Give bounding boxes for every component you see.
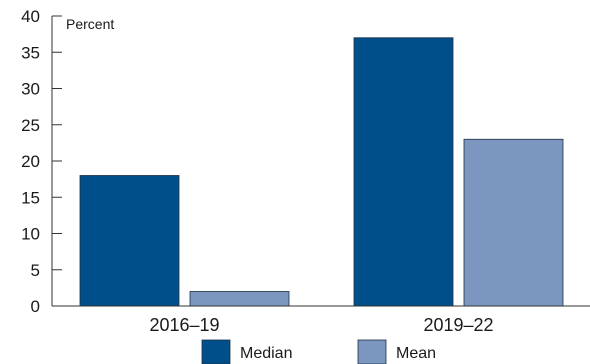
- bars: [79, 37, 564, 307]
- x-category-label: 2019–22: [423, 315, 493, 335]
- legend-label: Mean: [396, 345, 436, 362]
- x-category-label: 2016–19: [149, 315, 219, 335]
- y-tick-label: 40: [21, 7, 40, 26]
- legend-label: Median: [240, 345, 292, 362]
- bar-median-1: [79, 175, 180, 307]
- bar-median-2: [353, 37, 454, 307]
- y-tick-label: 10: [21, 225, 40, 244]
- legend-item-median: Median: [201, 339, 292, 364]
- y-tick-label: 5: [31, 261, 40, 280]
- legend-swatch: [357, 339, 387, 364]
- y-tick-label: 25: [21, 116, 40, 135]
- y-tick-label: 15: [21, 188, 40, 207]
- y-tick-label: 35: [21, 43, 40, 62]
- legend-swatch: [201, 339, 231, 364]
- y-tick-label: 30: [21, 80, 40, 99]
- bar-mean-2: [463, 138, 564, 307]
- y-tick-label: 0: [31, 297, 40, 316]
- bar-mean-1: [189, 291, 290, 307]
- y-axis-unit-label: Percent: [66, 16, 114, 32]
- x-axis-labels: 2016–19 2019–22: [149, 315, 493, 335]
- legend: Median Mean: [201, 339, 436, 364]
- legend-item-mean: Mean: [357, 339, 436, 364]
- y-axis: 0 5 10 15 20 25 30 35 40: [21, 7, 62, 316]
- y-tick-label: 20: [21, 152, 40, 171]
